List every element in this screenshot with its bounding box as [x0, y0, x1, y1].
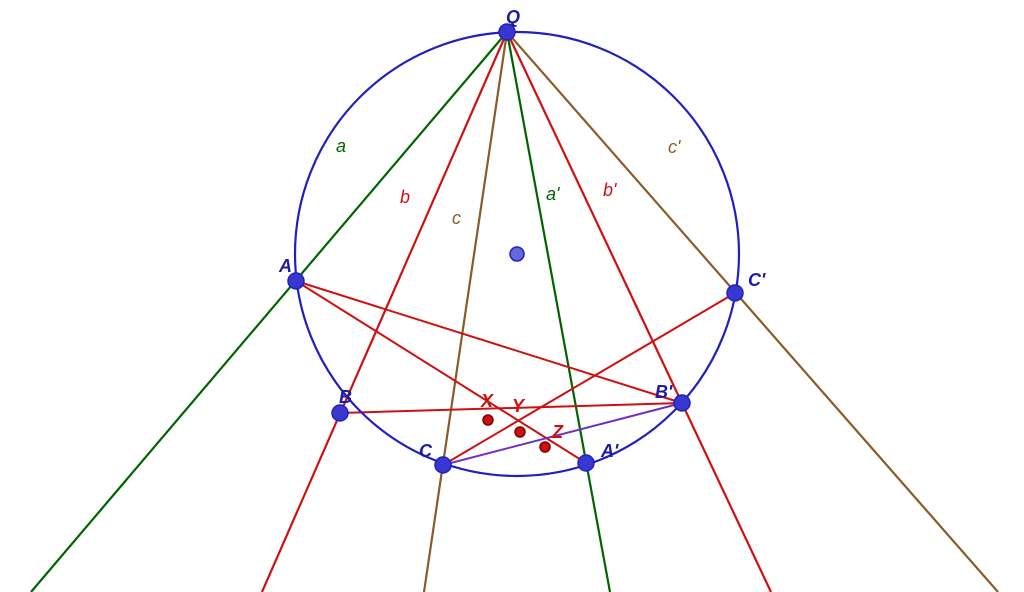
ray-b: [262, 32, 507, 592]
point-label-B: B: [339, 387, 352, 407]
point-label-C: C: [419, 441, 433, 461]
point-label-Cprime: C': [748, 270, 766, 290]
point-label-Aprime: A': [600, 441, 619, 461]
point-label-A: A: [278, 256, 292, 276]
ray-aprime: [507, 32, 610, 592]
ray-cprime: [507, 32, 998, 592]
line-label-bprime: b': [603, 180, 617, 200]
point-Bprime: [674, 395, 690, 411]
line-label-b: b: [400, 187, 410, 207]
line-label-a: a: [336, 136, 346, 156]
line-label-c: c: [452, 208, 461, 228]
line-label-cprime: c': [668, 137, 681, 157]
segment-A-Bprime: [296, 281, 682, 403]
point-B: [332, 405, 348, 421]
center-point: [510, 247, 524, 261]
point-label-Z: Z: [551, 422, 564, 442]
point-Y: [515, 427, 525, 437]
geometry-diagram: a b c a' b' c' Q A B C A' B' C' XY Z: [0, 0, 1024, 592]
segment-B-Bprime: [340, 403, 682, 413]
point-label-X: X: [480, 391, 494, 411]
point-Aprime: [578, 455, 594, 471]
segment-C-Cprime: [443, 293, 735, 465]
point-X: [483, 415, 493, 425]
point-Cprime: [727, 285, 743, 301]
point-Z: [540, 442, 550, 452]
point-label-Q: Q: [506, 7, 520, 27]
line-label-aprime: a': [546, 184, 560, 204]
segment-A-Aprime: [296, 281, 586, 463]
point-label-Bprime: B': [655, 382, 673, 402]
point-C: [435, 457, 451, 473]
point-label-Y: Y: [512, 396, 526, 416]
